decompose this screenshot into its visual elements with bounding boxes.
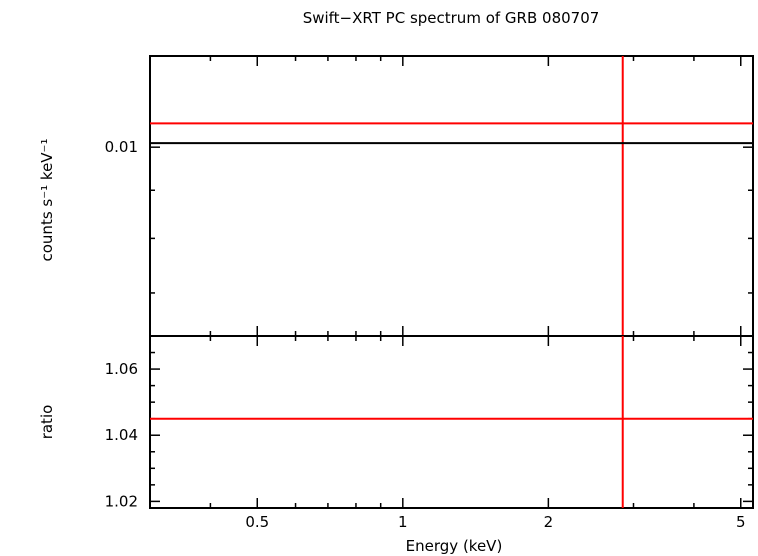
x-tick-label: 2 — [544, 513, 554, 531]
x-tick-label: 0.5 — [245, 513, 269, 531]
spectrum-panel: 0.01 — [105, 55, 754, 337]
spectrum-frame — [149, 55, 754, 337]
ratio-panel: 1.02 1.04 1.06 0.5 1 2 5 — [105, 335, 754, 531]
ratio-frame — [149, 335, 754, 509]
x-tick-label: 1 — [398, 513, 408, 531]
lower-y-axis-label: ratio — [38, 405, 56, 440]
y-tick-label: 1.06 — [105, 360, 138, 378]
x-tick-label: 5 — [736, 513, 746, 531]
x-axis-label: Energy (keV) — [406, 537, 503, 555]
chart-title: Swift−XRT PC spectrum of GRB 080707 — [303, 9, 600, 27]
y-tick-label: 1.04 — [105, 426, 138, 444]
y-tick-label: 0.01 — [105, 138, 138, 156]
upper-y-axis-label: counts s⁻¹ keV⁻¹ — [38, 139, 56, 262]
y-tick-label: 1.02 — [105, 492, 138, 510]
